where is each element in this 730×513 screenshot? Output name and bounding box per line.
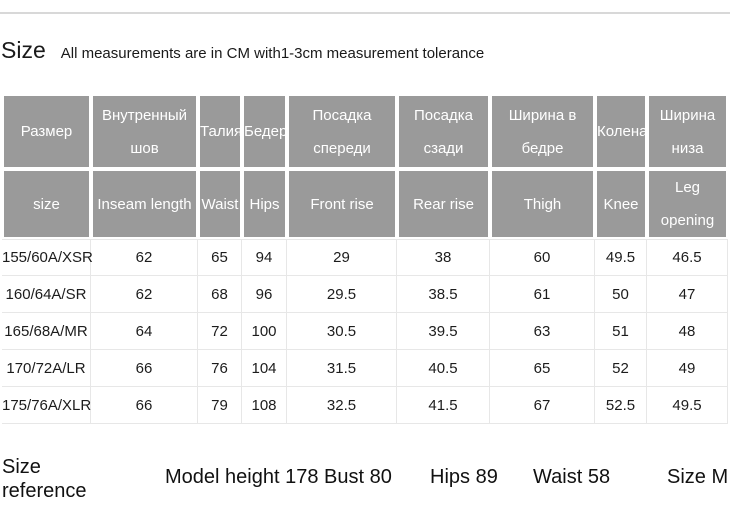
- value-cell: 76: [198, 350, 242, 387]
- model-info: Model height 178 Bust 80 Hips 89 Waist 58 S…: [0, 466, 730, 494]
- value-cell: 32.5: [287, 387, 397, 424]
- column-header-en-1: Inseam length: [91, 169, 198, 239]
- column-header-ru-3: Бедер: [242, 94, 287, 169]
- column-header-en-2: Waist: [198, 169, 242, 239]
- size-cell: 175/76A/XLR: [2, 387, 91, 424]
- table-row-0: 155/60A/XSR 62 65 94 29 38 60 49.5 46.5: [2, 239, 728, 276]
- value-cell: 29.5: [287, 276, 397, 313]
- value-cell: 100: [242, 313, 287, 350]
- size-reference-label: Size reference: [2, 456, 87, 502]
- value-cell: 63: [490, 313, 595, 350]
- header-row-en: size Inseam length Waist Hips Front rise Rear…: [2, 169, 728, 239]
- table-row-2: 165/68A/MR 64 72 100 30.5 39.5 63 51 48: [2, 313, 728, 350]
- value-cell: 49.5: [647, 387, 728, 424]
- value-cell: 40.5: [397, 350, 490, 387]
- value-cell: 49: [647, 350, 728, 387]
- top-divider: [0, 12, 730, 14]
- table-row-4: 175/76A/XLR 66 79 108 32.5 41.5 67 52.5 49.5: [2, 387, 728, 424]
- value-cell: 39.5: [397, 313, 490, 350]
- value-cell: 52.5: [595, 387, 647, 424]
- value-cell: 65: [198, 239, 242, 276]
- value-cell: 96: [242, 276, 287, 313]
- table-row-3: 170/72A/LR 66 76 104 31.5 40.5 65 52 49: [2, 350, 728, 387]
- column-header-ru-0: Размер: [2, 94, 91, 169]
- column-header-ru-5: Посадка сзади: [397, 94, 490, 169]
- table-body: 155/60A/XSR 62 65 94 29 38 60 49.5 46.5 160/64A/S…: [2, 239, 728, 424]
- value-cell: 48: [647, 313, 728, 350]
- column-header-ru-4: Посадка спереди: [287, 94, 397, 169]
- column-header-en-3: Hips: [242, 169, 287, 239]
- column-header-en-0: size: [2, 169, 91, 239]
- column-header-ru-6: Ширина в бедре: [490, 94, 595, 169]
- value-cell: 62: [91, 239, 198, 276]
- size-cell: 165/68A/MR: [2, 313, 91, 350]
- value-cell: 108: [242, 387, 287, 424]
- table-row-1: 160/64A/SR 62 68 96 29.5 38.5 61 50 47: [2, 276, 728, 313]
- column-header-ru-1: Внутренный шов: [91, 94, 198, 169]
- size-table: Размер Внутренный шов Талия Бедер Посадка сп…: [2, 94, 728, 424]
- model-info-item-3: Size M: [667, 466, 729, 488]
- heading-row: Size All measurements are in CM with1-3c…: [1, 37, 484, 63]
- tolerance-note: All measurements are in CM with1-3cm mea…: [60, 45, 485, 62]
- size-cell: 160/64A/SR: [2, 276, 91, 313]
- column-header-en-7: Knee: [595, 169, 647, 239]
- model-info-item-0: Model height 178 Bust 80: [165, 466, 392, 488]
- table-header: Размер Внутренный шов Талия Бедер Посадка сп…: [2, 94, 728, 239]
- size-cell: 170/72A/LR: [2, 350, 91, 387]
- value-cell: 62: [91, 276, 198, 313]
- value-cell: 104: [242, 350, 287, 387]
- value-cell: 41.5: [397, 387, 490, 424]
- value-cell: 38: [397, 239, 490, 276]
- value-cell: 52: [595, 350, 647, 387]
- header-row-ru: Размер Внутренный шов Талия Бедер Посадка сп…: [2, 94, 728, 169]
- value-cell: 47: [647, 276, 728, 313]
- size-cell: 155/60A/XSR: [2, 239, 93, 276]
- value-cell: 60: [490, 239, 595, 276]
- column-header-ru-8: Ширина низа: [647, 94, 728, 169]
- value-cell: 68: [198, 276, 242, 313]
- value-cell: 79: [198, 387, 242, 424]
- model-info-item-1: Hips 89: [430, 466, 498, 488]
- column-header-en-5: Rear rise: [397, 169, 490, 239]
- value-cell: 51: [595, 313, 647, 350]
- value-cell: 64: [91, 313, 198, 350]
- column-header-ru-7: Колена: [595, 94, 647, 169]
- value-cell: 94: [242, 239, 287, 276]
- value-cell: 46.5: [647, 239, 728, 276]
- value-cell: 50: [595, 276, 647, 313]
- value-cell: 72: [198, 313, 242, 350]
- value-cell: 66: [91, 350, 198, 387]
- value-cell: 67: [490, 387, 595, 424]
- column-header-ru-2: Талия: [198, 94, 242, 169]
- value-cell: 31.5: [287, 350, 397, 387]
- value-cell: 61: [490, 276, 595, 313]
- column-header-en-8: Leg opening: [647, 169, 728, 239]
- column-header-en-6: Thigh: [490, 169, 595, 239]
- model-info-item-2: Waist 58: [533, 466, 611, 488]
- section-title: Size: [1, 37, 46, 63]
- value-cell: 66: [91, 387, 198, 424]
- value-cell: 30.5: [287, 313, 397, 350]
- value-cell: 29: [287, 239, 397, 276]
- value-cell: 38.5: [397, 276, 490, 313]
- column-header-en-4: Front rise: [287, 169, 397, 239]
- value-cell: 49.5: [595, 239, 647, 276]
- value-cell: 65: [490, 350, 595, 387]
